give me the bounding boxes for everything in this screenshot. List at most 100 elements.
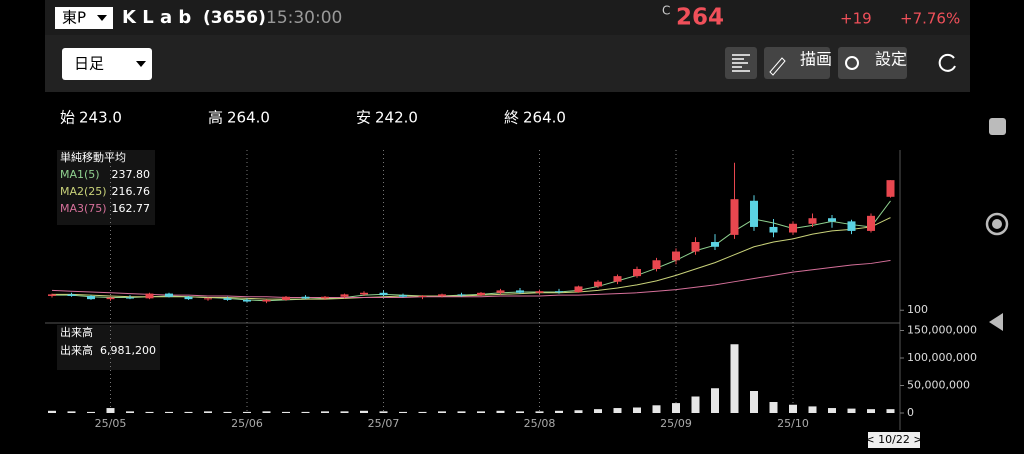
candle-body: [711, 242, 719, 247]
period-select[interactable]: [62, 48, 152, 80]
draw-button[interactable]: [764, 47, 830, 79]
candle-body: [321, 296, 329, 299]
candle-body: [301, 296, 310, 299]
time: 15:30:00: [266, 8, 342, 28]
candle-body: [379, 292, 388, 296]
price-flag: C: [662, 4, 670, 18]
volume-bar: [535, 411, 544, 413]
volume-bar: [126, 411, 134, 413]
caret: [136, 61, 146, 67]
candle-body: [789, 223, 797, 233]
volume-bar: [828, 408, 836, 413]
ohlc-value: 264.0: [227, 109, 270, 127]
change-pct: +7.76%: [900, 10, 960, 28]
volume-bar: [730, 344, 739, 413]
volume-bar: [652, 405, 661, 413]
volume-bar: [418, 411, 427, 413]
volume-bar: [789, 404, 797, 413]
y-tick-label: 100: [907, 303, 928, 316]
nav-home[interactable]: [985, 212, 1009, 236]
legend-name: MA3(75): [60, 202, 107, 215]
volume-bar: [555, 410, 563, 413]
candle-body: [633, 268, 641, 277]
candle-body: [165, 293, 173, 297]
volume-bar: [672, 403, 680, 413]
candle-body: [555, 291, 563, 293]
volume-legend-box: [57, 325, 160, 370]
ohlc-label: 高: [208, 109, 223, 127]
volume-bar: [886, 409, 895, 413]
volume-bar: [867, 409, 875, 413]
ohlc-value: 242.0: [375, 109, 418, 127]
candle-body: [360, 292, 368, 295]
stock-code: (3656): [203, 8, 266, 28]
candle-body: [613, 276, 622, 282]
icon: [732, 54, 750, 72]
volume-bar: [477, 411, 485, 413]
candle-body: [886, 180, 895, 197]
candle-body: [867, 215, 875, 231]
candle-body: [574, 286, 583, 292]
candle-body: [672, 251, 680, 261]
volume-bar: [769, 402, 778, 413]
candle-body: [730, 199, 739, 235]
volume-bar: [262, 411, 271, 413]
volume-bar: [360, 410, 368, 413]
caret: [97, 15, 107, 21]
candle-body: [847, 221, 856, 231]
candle-body: [223, 298, 232, 300]
date-badge-box: [868, 432, 920, 448]
candle-body: [516, 290, 524, 293]
candle-body: [340, 294, 349, 297]
candle-body: [204, 298, 212, 300]
volume-bar: [633, 407, 641, 413]
candle-body: [496, 290, 505, 293]
ohlc-label: 始: [60, 109, 75, 127]
volume-bar: [399, 411, 407, 413]
volume-bar: [106, 408, 115, 413]
nav-recent[interactable]: [989, 118, 1006, 135]
volume-bar: [340, 411, 349, 413]
market-select[interactable]: [55, 7, 113, 29]
ohlc-value: 243.0: [79, 109, 122, 127]
x-tick-label: 25/09: [660, 417, 692, 430]
volume-legend-value: 6,981,200: [100, 344, 156, 357]
volume-bar: [711, 388, 719, 413]
period: 日足: [74, 55, 104, 73]
ma-line: [51, 259, 891, 299]
volume-bar: [847, 408, 856, 413]
candle-body: [67, 294, 76, 296]
refresh-icon[interactable]: [938, 53, 956, 72]
candle-body: [769, 226, 778, 233]
volume-bar: [48, 410, 56, 413]
volume-bar: [243, 411, 251, 413]
volume-bar: [379, 411, 388, 413]
draw-label: 描画: [800, 50, 832, 69]
candle-body: [457, 294, 466, 296]
candle-body: [438, 294, 446, 296]
volume-bar: [321, 411, 329, 413]
candle-body: [535, 291, 544, 293]
ohlc-label: 安: [356, 109, 371, 127]
volume-bar: [613, 408, 622, 413]
price: 264: [676, 5, 724, 31]
volume-bar: [438, 411, 446, 413]
volume-bar: [145, 411, 154, 413]
change: +19: [840, 10, 872, 28]
header-bar: [45, 0, 970, 35]
volume-bar: [301, 411, 310, 413]
volume-legend-name: 出来高: [60, 343, 93, 357]
settings-button[interactable]: [838, 47, 907, 79]
volume-bar: [516, 411, 524, 413]
legend-name: MA2(25): [60, 185, 107, 198]
legend-value: 216.76: [112, 185, 151, 198]
volume-bar: [87, 411, 95, 413]
y-tick-label: 100,000,000: [907, 351, 977, 364]
nav-back[interactable]: [989, 313, 1003, 331]
y-tick-label: 0: [907, 406, 914, 419]
candle-body: [184, 296, 193, 300]
candle-body: [106, 297, 115, 300]
ma-legend-box: [57, 150, 155, 225]
x-tick-label: 25/10: [777, 417, 809, 430]
